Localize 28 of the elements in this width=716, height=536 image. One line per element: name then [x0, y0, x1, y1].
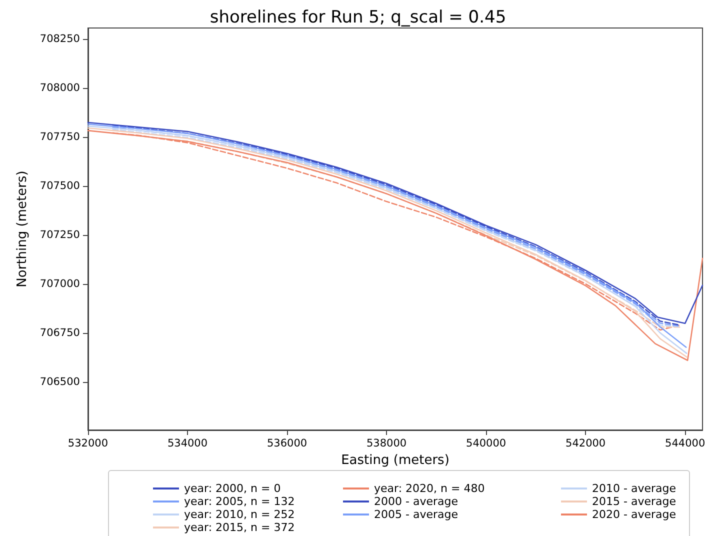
x-tick-label: 534000 — [167, 438, 208, 450]
x-tick-label: 540000 — [466, 438, 506, 450]
y-tick-label: 707000 — [40, 278, 80, 290]
y-tick-label: 708250 — [40, 32, 80, 45]
legend-label: year: 2010, n = 252 — [184, 508, 295, 521]
legend-label: 2015 - average — [592, 495, 676, 508]
legend-label: 2000 - average — [374, 495, 458, 508]
legend-label: 2010 - average — [592, 482, 676, 495]
legend-label: 2005 - average — [374, 508, 458, 521]
y-tick-label: 706500 — [40, 376, 80, 388]
legend-label: year: 2015, n = 372 — [184, 521, 295, 534]
legend-label: year: 2020, n = 480 — [374, 482, 485, 495]
legend-label: year: 2000, n = 0 — [184, 482, 281, 495]
y-axis-title: Northing (meters) — [15, 170, 30, 288]
chart-title: shorelines for Run 5; q_scal = 0.45 — [210, 8, 506, 28]
y-tick-label: 706750 — [40, 326, 80, 339]
y-tick-label: 707250 — [40, 228, 80, 241]
y-tick-label: 708000 — [40, 82, 80, 94]
legend-label: 2020 - average — [592, 508, 676, 521]
x-tick-label: 544000 — [665, 438, 706, 450]
x-tick-label: 536000 — [266, 438, 308, 450]
y-tick-label: 707750 — [40, 130, 80, 143]
x-tick-label: 542000 — [566, 438, 606, 450]
x-axis-title: Easting (meters) — [341, 453, 450, 468]
x-tick-label: 532000 — [68, 438, 108, 450]
y-tick-label: 707500 — [40, 180, 80, 192]
x-tick-label: 538000 — [366, 438, 407, 450]
legend-label: year: 2005, n = 132 — [184, 495, 295, 508]
